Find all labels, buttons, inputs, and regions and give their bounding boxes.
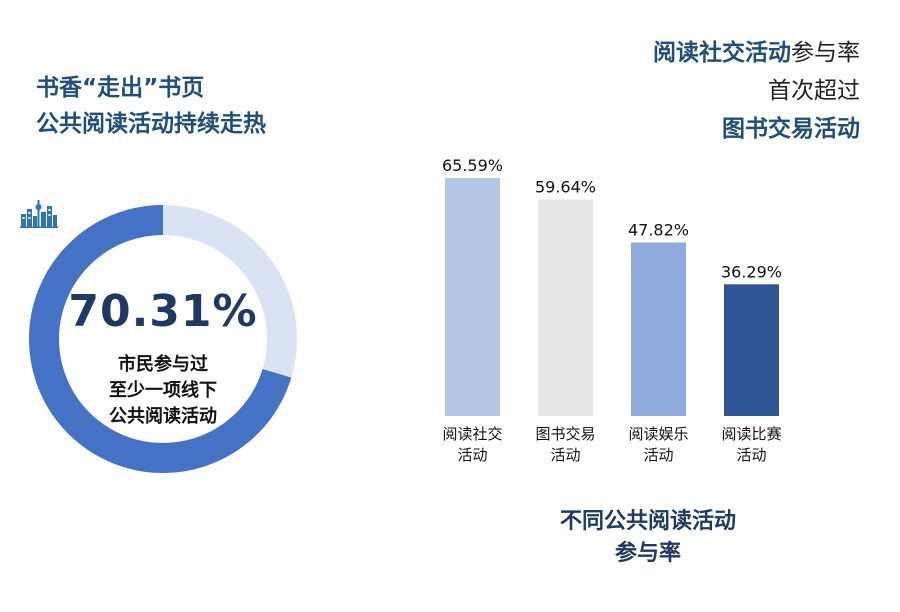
- chart-title: 不同公共阅读活动 参与率: [498, 506, 798, 570]
- infographic-title: 书香“走出”书页 公共阅读活动持续走热: [36, 70, 266, 142]
- bar-value-label-1: 65.59%: [442, 156, 503, 175]
- donut-percentage: 70.31%: [68, 286, 258, 337]
- bar-1: [445, 178, 500, 416]
- donut-chart: [29, 205, 297, 473]
- donut-label-line-3: 公共阅读活动: [109, 406, 217, 427]
- bar-value-label-4: 36.29%: [721, 262, 782, 281]
- chart-title-line-1: 不同公共阅读活动: [559, 509, 736, 534]
- bar-4: [724, 284, 779, 416]
- category-label-3-line-2: 活动: [643, 446, 673, 464]
- headline-line-3: 图书交易活动: [722, 116, 860, 142]
- bar-value-label-3: 47.82%: [628, 220, 689, 239]
- city-skyline-icon: [20, 200, 58, 228]
- headline-highlight-1: 阅读社交活动: [653, 40, 791, 66]
- category-label-1-line-1: 阅读社交: [442, 425, 502, 443]
- category-label-4-line-2: 活动: [736, 446, 766, 464]
- headline-rest-1: 参与率: [791, 40, 860, 66]
- category-label-2-line-1: 图书交易: [535, 425, 595, 443]
- donut-label-line-1: 市民参与过: [118, 354, 208, 375]
- bar-3: [631, 242, 686, 416]
- headline-line-2: 首次超过: [768, 78, 860, 104]
- category-label-3-line-1: 阅读娱乐: [628, 425, 688, 443]
- title-line-1: 书香“走出”书页: [36, 75, 205, 101]
- donut-label-line-2: 至少一项线下: [109, 380, 217, 401]
- bar-2: [538, 199, 593, 416]
- category-label-4-line-1: 阅读比赛: [721, 425, 781, 443]
- donut-label: 市民参与过 至少一项线下 公共阅读活动: [20, 352, 306, 430]
- headline: 阅读社交活动参与率 首次超过 图书交易活动: [653, 34, 860, 148]
- category-label-2-line-2: 活动: [550, 446, 580, 464]
- donut-filled-ring: [29, 205, 297, 473]
- chart-title-line-2: 参与率: [614, 541, 681, 566]
- bar-value-label-2: 59.64%: [535, 178, 596, 197]
- title-line-2: 公共阅读活动持续走热: [36, 111, 266, 137]
- category-label-1-line-2: 活动: [457, 446, 487, 464]
- headline-line-1: 阅读社交活动参与率: [653, 34, 860, 72]
- donut-center: 70.31% 市民参与过 至少一项线下 公共阅读活动: [20, 196, 306, 482]
- participation-donut: 70.31% 市民参与过 至少一项线下 公共阅读活动: [20, 196, 306, 482]
